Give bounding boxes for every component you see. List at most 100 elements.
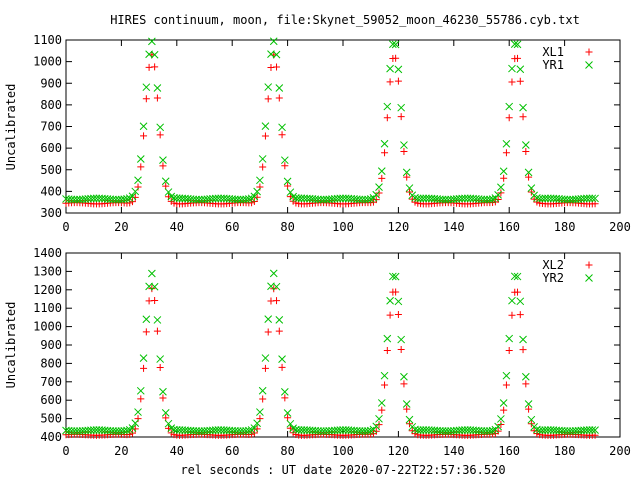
data-point xyxy=(128,424,137,432)
y-tick-label: 700 xyxy=(40,120,62,134)
data-point xyxy=(258,155,267,163)
data-point xyxy=(159,387,167,396)
data-point xyxy=(153,94,161,102)
data-point xyxy=(67,427,76,435)
data-point xyxy=(508,78,516,86)
data-point xyxy=(233,427,242,435)
data-point xyxy=(544,426,552,434)
data-point xyxy=(336,194,345,203)
data-point xyxy=(416,194,425,203)
data-point xyxy=(402,168,411,177)
data-point xyxy=(283,409,292,417)
data-point xyxy=(497,189,505,197)
x-tick-label: 60 xyxy=(225,444,239,458)
data-point xyxy=(497,183,505,192)
data-point xyxy=(480,427,489,435)
data-point xyxy=(560,427,569,435)
data-point xyxy=(112,427,120,435)
legend-label: YR2 xyxy=(542,271,564,285)
data-point xyxy=(381,149,389,157)
data-point xyxy=(233,195,242,204)
data-point xyxy=(134,183,142,191)
data-point xyxy=(372,196,380,204)
data-point xyxy=(278,131,286,139)
data-point xyxy=(497,420,505,428)
data-point xyxy=(89,194,98,203)
data-point xyxy=(502,149,510,157)
data-point xyxy=(156,355,165,363)
data-point xyxy=(394,297,403,306)
data-point xyxy=(358,195,367,204)
y-tick-label: 500 xyxy=(40,412,62,426)
data-point xyxy=(131,187,140,196)
y-tick-label: 1100 xyxy=(33,301,62,315)
data-point xyxy=(70,195,79,204)
data-point xyxy=(585,194,594,203)
data-point xyxy=(250,424,259,432)
data-point xyxy=(364,195,372,204)
data-point xyxy=(256,183,264,191)
data-point xyxy=(142,83,151,92)
data-point xyxy=(563,427,572,435)
data-point xyxy=(150,282,159,291)
data-point xyxy=(336,426,345,434)
data-point xyxy=(192,427,201,435)
x-tick-label: 60 xyxy=(225,220,239,234)
data-point xyxy=(386,78,394,86)
data-point xyxy=(510,272,519,281)
data-point xyxy=(582,426,591,434)
data-point xyxy=(156,123,165,132)
data-point xyxy=(137,163,145,171)
data-point xyxy=(161,409,170,417)
data-point xyxy=(527,184,536,192)
data-point xyxy=(211,194,220,203)
data-point xyxy=(151,297,159,305)
data-point xyxy=(591,426,599,434)
data-point xyxy=(488,195,497,203)
y-tick-label: 1400 xyxy=(33,246,62,260)
data-point xyxy=(461,194,469,203)
plot-frame xyxy=(65,252,621,438)
data-point xyxy=(261,132,269,140)
data-point xyxy=(244,426,253,435)
data-point xyxy=(438,427,447,435)
data-point xyxy=(316,427,325,435)
data-point xyxy=(195,427,203,435)
data-point xyxy=(156,131,164,139)
series-yr2 xyxy=(62,269,599,435)
data-point xyxy=(400,372,408,381)
data-point xyxy=(588,194,597,203)
data-point xyxy=(397,113,405,121)
data-point xyxy=(519,346,527,354)
data-point xyxy=(524,168,533,177)
data-point xyxy=(494,191,502,199)
data-point xyxy=(485,195,494,204)
data-point xyxy=(516,297,525,306)
data-point xyxy=(381,381,389,389)
data-point xyxy=(591,194,599,203)
data-point xyxy=(527,415,536,424)
data-point xyxy=(413,426,422,434)
data-point xyxy=(159,156,167,164)
data-point xyxy=(372,422,381,431)
data-point xyxy=(148,37,156,46)
data-point xyxy=(136,386,145,395)
data-point xyxy=(519,113,527,121)
data-point xyxy=(394,310,402,318)
y-tick-label: 900 xyxy=(40,76,62,90)
data-point xyxy=(134,408,142,416)
data-point xyxy=(253,419,261,428)
data-point xyxy=(375,183,383,191)
data-point xyxy=(377,399,386,407)
data-point xyxy=(380,139,389,148)
y-tick-label: 1300 xyxy=(33,264,62,278)
data-point xyxy=(400,380,408,388)
data-point xyxy=(366,195,375,203)
data-point xyxy=(156,363,164,371)
data-point xyxy=(283,177,292,186)
data-point xyxy=(140,132,148,140)
data-point xyxy=(375,414,383,423)
data-point xyxy=(505,102,514,111)
data-point xyxy=(380,371,389,380)
data-point xyxy=(441,427,450,435)
